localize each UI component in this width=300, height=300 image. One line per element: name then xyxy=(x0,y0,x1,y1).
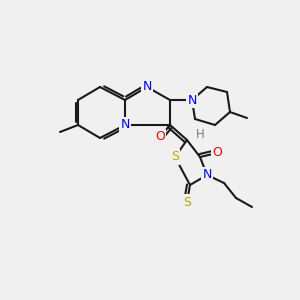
Text: N: N xyxy=(120,118,130,131)
Text: O: O xyxy=(212,146,222,160)
Text: S: S xyxy=(171,151,179,164)
Text: H: H xyxy=(196,128,204,142)
Text: N: N xyxy=(187,94,197,106)
Text: N: N xyxy=(142,80,152,94)
Text: N: N xyxy=(202,169,212,182)
Text: O: O xyxy=(155,130,165,143)
Text: S: S xyxy=(183,196,191,208)
